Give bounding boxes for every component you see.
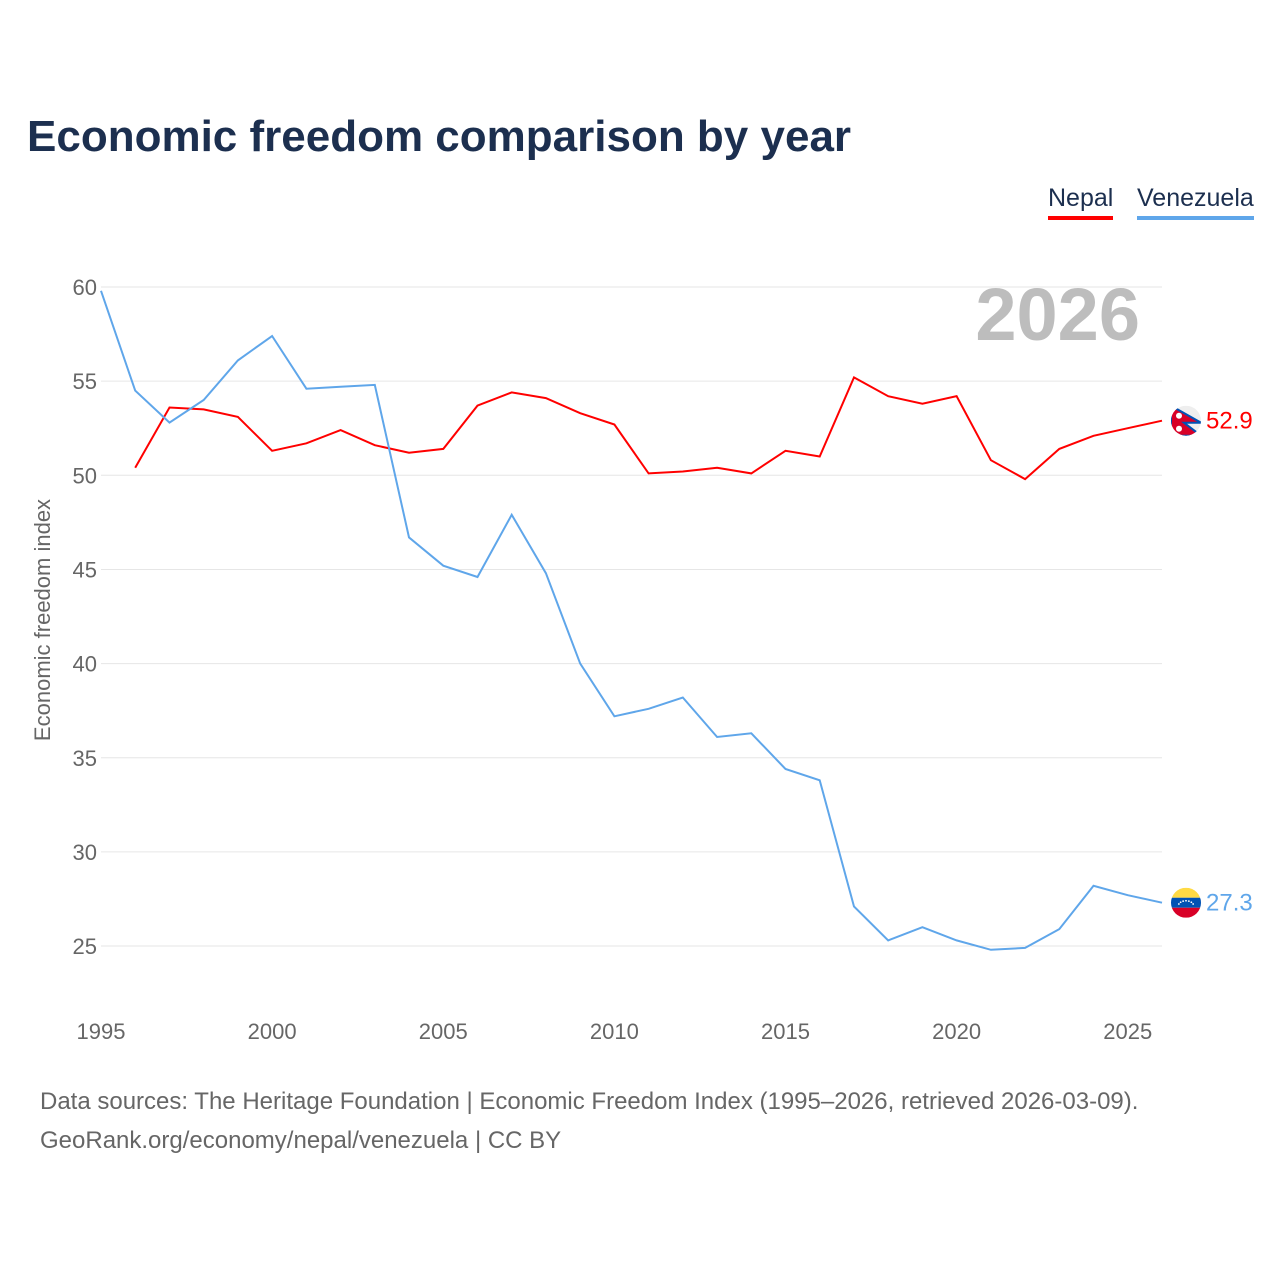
data-point[interactable] — [1021, 475, 1029, 483]
y-axis-label: Economic freedom index — [30, 499, 55, 741]
data-point[interactable] — [576, 660, 584, 668]
data-point[interactable] — [645, 469, 653, 477]
data-point[interactable] — [610, 420, 618, 428]
data-point[interactable] — [747, 469, 755, 477]
data-point[interactable] — [679, 468, 687, 476]
data-point[interactable] — [200, 396, 208, 404]
data-point[interactable] — [987, 946, 995, 954]
x-tick-label: 2020 — [932, 1019, 981, 1044]
data-point[interactable] — [1158, 417, 1166, 425]
data-point[interactable] — [131, 387, 139, 395]
data-point[interactable] — [713, 464, 721, 472]
data-point[interactable] — [165, 404, 173, 412]
data-point[interactable] — [302, 439, 310, 447]
footer-link[interactable]: GeoRank.org/economy/nepal/venezuela | CC… — [40, 1127, 562, 1154]
y-tick-label: 35 — [73, 746, 97, 771]
y-tick-label: 30 — [73, 840, 97, 865]
x-tick-label: 2015 — [761, 1019, 810, 1044]
data-point[interactable] — [987, 456, 995, 464]
x-tick-label: 2025 — [1103, 1019, 1152, 1044]
y-tick-label: 25 — [73, 934, 97, 959]
data-point[interactable] — [1124, 891, 1132, 899]
data-point[interactable] — [918, 400, 926, 408]
series-line-nepal — [134, 375, 1163, 481]
data-point[interactable] — [131, 464, 139, 472]
nepal-flag-icon — [1171, 405, 1201, 436]
data-point[interactable] — [234, 356, 242, 364]
data-point[interactable] — [439, 562, 447, 570]
data-point[interactable] — [782, 447, 790, 455]
end-value-label: 27.3 — [1206, 890, 1253, 917]
end-value-label: 52.9 — [1206, 408, 1253, 435]
data-point[interactable] — [918, 923, 926, 931]
data-point[interactable] — [953, 936, 961, 944]
legend-venezuela[interactable]: Venezuela — [1137, 184, 1254, 220]
data-point[interactable] — [371, 441, 379, 449]
data-point[interactable] — [234, 413, 242, 421]
data-point[interactable] — [850, 903, 858, 911]
data-point[interactable] — [302, 385, 310, 393]
data-point[interactable] — [473, 402, 481, 410]
x-tick-label: 2000 — [248, 1019, 297, 1044]
data-point[interactable] — [1021, 944, 1029, 952]
data-point[interactable] — [508, 511, 516, 519]
x-tick-label: 2010 — [590, 1019, 639, 1044]
y-tick-label: 55 — [73, 369, 97, 394]
data-point[interactable] — [850, 373, 858, 381]
data-point[interactable] — [953, 392, 961, 400]
data-point[interactable] — [200, 405, 208, 413]
footer-sources: Data sources: The Heritage Foundation | … — [40, 1088, 1139, 1115]
data-point[interactable] — [1055, 925, 1063, 933]
data-point[interactable] — [884, 392, 892, 400]
data-point[interactable] — [165, 419, 173, 427]
data-point[interactable] — [473, 573, 481, 581]
data-point[interactable] — [679, 693, 687, 701]
y-tick-label: 40 — [73, 652, 97, 677]
legend-nepal[interactable]: Nepal — [1048, 184, 1114, 220]
data-point[interactable] — [1090, 432, 1098, 440]
x-tick-label: 2005 — [419, 1019, 468, 1044]
data-point[interactable] — [816, 452, 824, 460]
data-point[interactable] — [1124, 424, 1132, 432]
data-point[interactable] — [542, 569, 550, 577]
year-watermark: 2026 — [975, 273, 1140, 356]
data-point[interactable] — [337, 383, 345, 391]
data-point[interactable] — [1158, 899, 1166, 907]
data-point[interactable] — [645, 705, 653, 713]
series-line-venezuela — [100, 290, 1163, 951]
data-point[interactable] — [371, 381, 379, 389]
x-tick-label: 1995 — [77, 1019, 126, 1044]
venezuela-flag-icon — [1171, 887, 1201, 918]
data-point[interactable] — [268, 447, 276, 455]
data-point[interactable] — [576, 409, 584, 417]
data-point[interactable] — [747, 729, 755, 737]
data-point[interactable] — [816, 776, 824, 784]
data-point[interactable] — [1055, 445, 1063, 453]
data-point[interactable] — [405, 533, 413, 541]
data-point[interactable] — [782, 765, 790, 773]
data-point[interactable] — [884, 936, 892, 944]
data-point[interactable] — [268, 332, 276, 340]
data-point[interactable] — [405, 449, 413, 457]
data-point[interactable] — [97, 287, 105, 295]
data-point[interactable] — [1090, 882, 1098, 890]
data-point[interactable] — [439, 445, 447, 453]
data-point[interactable] — [610, 712, 618, 720]
data-point[interactable] — [337, 426, 345, 434]
data-point[interactable] — [542, 394, 550, 402]
y-tick-label: 45 — [73, 557, 97, 582]
y-tick-label: 50 — [73, 463, 97, 488]
y-tick-label: 60 — [73, 275, 97, 300]
data-point[interactable] — [713, 733, 721, 741]
chart-title: Economic freedom comparison by year — [27, 112, 852, 161]
data-point[interactable] — [508, 388, 516, 396]
